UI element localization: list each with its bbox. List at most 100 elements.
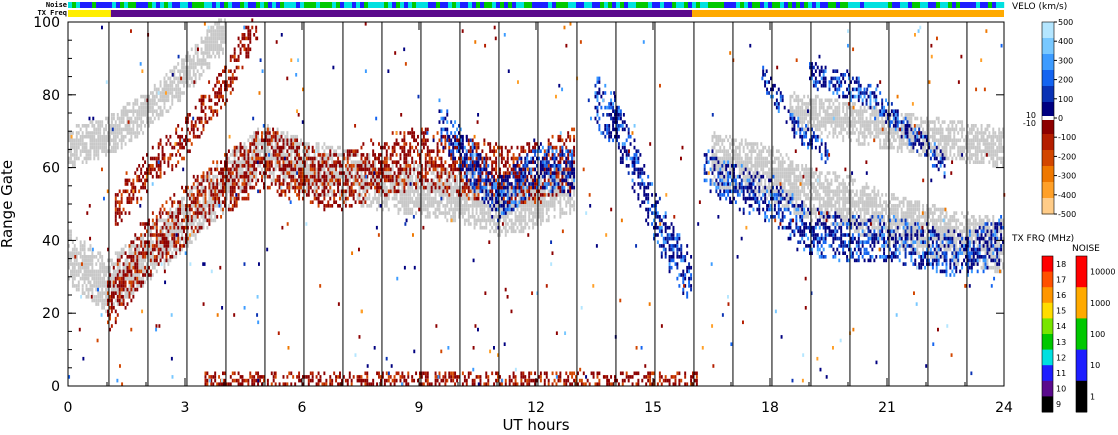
ground-scatter-cell — [95, 131, 98, 135]
ground-scatter-cell — [875, 204, 878, 208]
ground-scatter-cell — [263, 145, 265, 150]
ground-scatter-cell — [366, 204, 369, 208]
ground-scatter-cell — [313, 182, 316, 186]
ground-scatter-cell — [107, 295, 109, 299]
ground-scatter-cell — [848, 207, 850, 212]
ground-scatter-cell — [73, 247, 76, 252]
ground-scatter-cell — [945, 244, 948, 248]
ground-scatter-cell — [341, 174, 343, 179]
ground-scatter-cell — [196, 51, 199, 55]
ground-scatter-cell — [407, 185, 410, 190]
ground-scatter-cell — [945, 211, 948, 215]
ground-scatter-cell — [469, 174, 472, 179]
ground-scatter-cell — [116, 145, 119, 150]
ground-scatter-cell — [512, 225, 515, 230]
ground-scatter-cell — [364, 178, 367, 183]
ground-scatter-cell — [760, 182, 763, 186]
ground-scatter-cell — [742, 178, 745, 183]
ground-scatter-cell — [245, 153, 248, 157]
ground-scatter-cell — [387, 193, 390, 197]
ground-scatter-cell — [138, 113, 141, 117]
ground-scatter-cell — [85, 265, 88, 270]
ground-scatter-cell — [764, 178, 767, 183]
ground-scatter-cell — [87, 156, 90, 161]
ground-scatter-cell — [758, 164, 761, 168]
ground-scatter-cell — [822, 200, 825, 204]
ground-scatter-cell — [110, 131, 113, 135]
ground-scatter-cell — [873, 218, 876, 223]
ground-scatter-cell — [109, 127, 111, 132]
ground-scatter-cell — [185, 222, 187, 226]
ground-scatter-cell — [290, 134, 293, 139]
ground-scatter-cell — [405, 178, 408, 183]
ground-scatter-cell — [155, 91, 158, 95]
ground-scatter-cell — [820, 182, 823, 186]
ground-scatter-cell — [750, 178, 753, 183]
ground-scatter-cell — [366, 160, 369, 164]
ground-scatter-cell — [754, 149, 757, 153]
ground-scatter-cell — [224, 33, 226, 37]
ground-scatter-cell — [953, 251, 956, 255]
noise-strip-cell — [116, 2, 121, 8]
ground-scatter-cell — [929, 255, 932, 259]
ground-scatter-cell — [807, 185, 810, 190]
ground-scatter-cell — [210, 54, 213, 59]
ground-scatter-cell — [134, 280, 137, 285]
ground-scatter-cell — [319, 182, 322, 186]
ground-scatter-cell — [376, 200, 379, 204]
ground-scatter-cell — [916, 200, 919, 204]
noise-strip-cell — [344, 2, 349, 8]
ground-scatter-cell — [500, 200, 503, 204]
ground-scatter-cell — [171, 225, 174, 230]
ground-scatter-cell — [877, 225, 880, 230]
ground-scatter-cell — [454, 215, 457, 219]
noise-strip-cell — [408, 2, 413, 8]
ground-scatter-cell — [859, 189, 862, 194]
ground-scatter-cell — [928, 215, 930, 219]
ground-scatter-cell — [446, 193, 449, 197]
ground-scatter-cell — [186, 58, 189, 62]
ground-scatter-cell — [95, 142, 98, 146]
ground-scatter-cell — [935, 207, 938, 212]
ground-scatter-cell — [931, 255, 934, 259]
ground-scatter-cell — [555, 185, 558, 190]
ground-scatter-cell — [721, 156, 724, 161]
ground-scatter-cell — [756, 174, 759, 179]
ground-scatter-cell — [463, 204, 466, 208]
noise-strip-cell — [520, 2, 525, 8]
ground-scatter-cell — [436, 178, 439, 183]
ground-scatter-cell — [146, 116, 148, 121]
ground-scatter-cell — [112, 145, 115, 150]
ground-scatter-cell — [851, 225, 854, 230]
ground-scatter-cell — [567, 196, 570, 201]
ground-scatter-cell — [204, 218, 207, 223]
ground-scatter-cell — [101, 262, 104, 266]
ground-scatter-cell — [151, 265, 154, 270]
ground-scatter-cell — [422, 193, 425, 197]
ground-scatter-cell — [875, 218, 878, 223]
ground-scatter-cell — [276, 134, 279, 139]
ground-scatter-cell — [188, 69, 191, 73]
ground-scatter-cell — [85, 134, 88, 139]
ground-scatter-cell — [820, 215, 823, 219]
ground-scatter-cell — [715, 160, 718, 164]
ground-scatter-cell — [70, 258, 72, 263]
ground-scatter-cell — [220, 36, 223, 41]
ground-scatter-cell — [814, 196, 817, 201]
ground-scatter-cell — [789, 185, 792, 190]
ground-scatter-cell — [514, 211, 517, 215]
ground-scatter-cell — [120, 113, 123, 117]
ground-scatter-cell — [253, 145, 256, 150]
ground-scatter-cell — [787, 204, 790, 208]
ground-scatter-cell — [426, 204, 429, 208]
ground-scatter-cell — [120, 138, 123, 143]
ground-scatter-cell — [116, 131, 119, 135]
ground-scatter-cell — [171, 229, 174, 234]
ground-scatter-cell — [456, 204, 459, 208]
noise-strip-cell — [380, 2, 385, 8]
noise-strip-cell — [712, 2, 717, 8]
ground-scatter-cell — [146, 276, 148, 281]
ground-scatter-cell — [777, 167, 780, 172]
ground-scatter-cell — [259, 149, 262, 153]
ground-scatter-cell — [208, 171, 211, 175]
